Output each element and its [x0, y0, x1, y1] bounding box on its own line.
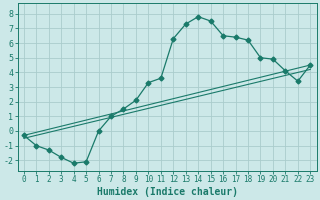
X-axis label: Humidex (Indice chaleur): Humidex (Indice chaleur)	[97, 186, 237, 197]
